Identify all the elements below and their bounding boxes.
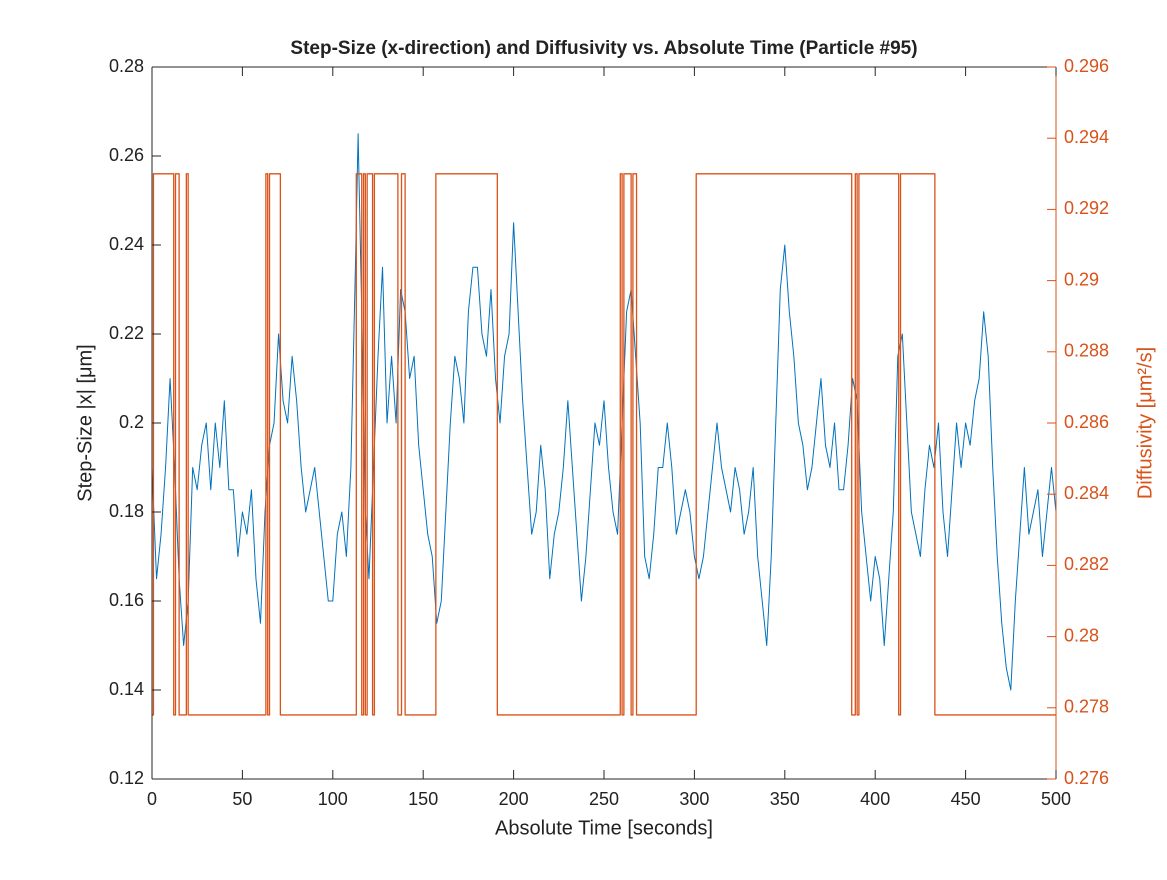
y2-tick-label: 0.286 [1064,412,1109,432]
y-tick-label: 0.2 [119,412,144,432]
y2-tick-label: 0.296 [1064,56,1109,76]
y2-tick-label: 0.288 [1064,341,1109,361]
y-tick-label: 0.12 [109,768,144,788]
y2-tick-label: 0.276 [1064,768,1109,788]
x-tick-label: 100 [318,789,348,809]
chart-title: Step-Size (x-direction) and Diffusivity … [290,38,917,59]
x-axis-label: Absolute Time [seconds] [495,817,713,839]
y2-tick-label: 0.292 [1064,198,1109,218]
y2-tick-label: 0.282 [1064,554,1109,574]
y2-tick-label: 0.29 [1064,269,1099,289]
x-tick-label: 450 [951,789,981,809]
y-axis-label: Step-Size |x| [μm] [74,344,96,502]
y2-tick-label: 0.284 [1064,483,1109,503]
y-tick-label: 0.28 [109,56,144,76]
data-line [152,173,1056,716]
x-tick-label: 50 [232,789,252,809]
x-tick-label: 0 [147,789,157,809]
x-tick-label: 150 [408,789,438,809]
x-tick-label: 200 [499,789,529,809]
data-line [151,133,1057,691]
x-tick-label: 300 [679,789,709,809]
y-tick-label: 0.24 [109,234,144,254]
y2-tick-label: 0.278 [1064,697,1109,717]
x-tick-label: 500 [1041,789,1071,809]
y-tick-label: 0.14 [109,679,144,699]
y2-axis-label: Diffusivity [μm²/s] [1134,347,1156,499]
y-tick-label: 0.18 [109,501,144,521]
y-tick-label: 0.16 [109,590,144,610]
x-tick-label: 350 [770,789,800,809]
x-tick-label: 250 [589,789,619,809]
x-tick-label: 400 [860,789,890,809]
y2-tick-label: 0.294 [1064,127,1109,147]
y-tick-label: 0.26 [109,145,144,165]
y2-tick-label: 0.28 [1064,625,1099,645]
y-tick-label: 0.22 [109,323,144,343]
